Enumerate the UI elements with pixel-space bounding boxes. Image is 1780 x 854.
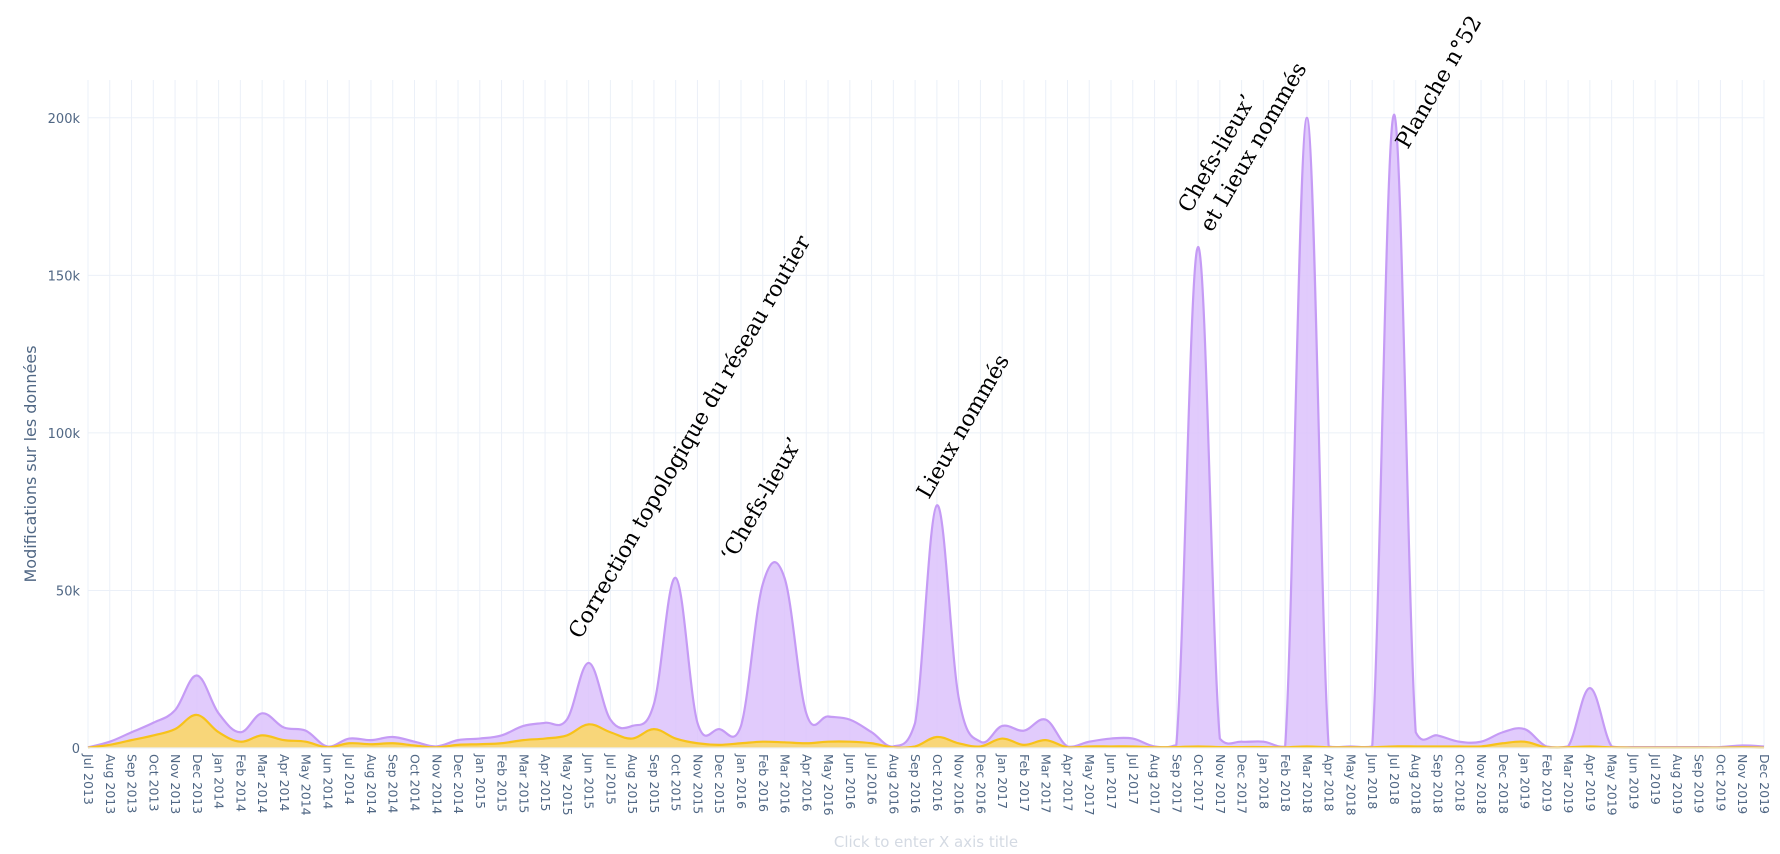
y-tick-label: 200k — [48, 112, 81, 127]
x-tick-label: Dec 2014 — [451, 754, 466, 814]
x-tick-labels: Jul 2013 Aug 2013 Sep 2013 Oct 2013 Nov 2013… — [81, 753, 1772, 816]
x-tick-label: Jul 2019 — [1648, 753, 1663, 805]
x-tick-label: Apr 2015 — [538, 754, 553, 811]
x-tick-label: Oct 2018 — [1452, 754, 1467, 811]
x-tick-label: Jul 2013 — [81, 753, 96, 805]
x-tick-label: Sep 2013 — [125, 754, 140, 813]
x-tick-label: Aug 2018 — [1409, 754, 1424, 814]
x-tick-label: Sep 2014 — [386, 754, 401, 813]
x-tick-label: May 2017 — [1082, 754, 1097, 816]
x-tick-label: Nov 2014 — [429, 754, 444, 814]
x-tick-label: Jun 2014 — [320, 753, 335, 809]
x-tick-label: Feb 2015 — [495, 754, 510, 812]
x-tick-label: Dec 2019 — [1757, 754, 1772, 814]
x-tick-label: Mar 2016 — [778, 754, 793, 813]
annotation-2: Lieux nommés — [912, 350, 1014, 503]
x-tick-label: Jan 2015 — [473, 753, 488, 809]
x-tick-label: Nov 2019 — [1735, 754, 1750, 814]
x-tick-label: Apr 2016 — [799, 754, 814, 811]
x-tick-label: Nov 2013 — [168, 754, 183, 814]
x-tick-label: Mar 2018 — [1300, 754, 1315, 813]
x-tick-label: May 2019 — [1605, 754, 1620, 816]
x-tick-label: Oct 2019 — [1713, 754, 1728, 811]
x-tick-label: Jun 2015 — [582, 753, 597, 809]
x-tick-label: Dec 2015 — [712, 754, 727, 814]
x-tick-label: May 2015 — [560, 754, 575, 816]
x-tick-label: Jun 2016 — [843, 753, 858, 809]
x-tick-label: May 2018 — [1343, 754, 1358, 816]
y-tick-labels: 0 50k 100k 150k 200k — [48, 112, 81, 757]
x-tick-label: Jul 2015 — [603, 753, 618, 805]
x-tick-label: Jul 2018 — [1387, 753, 1402, 805]
x-tick-label: Feb 2019 — [1539, 754, 1554, 812]
x-tick-label: Sep 2018 — [1431, 754, 1446, 813]
y-tick-label: 100k — [48, 427, 81, 442]
x-tick-label: Feb 2017 — [1017, 754, 1032, 812]
x-tick-label: Sep 2017 — [1169, 754, 1184, 813]
x-tick-label: Oct 2017 — [1191, 754, 1206, 811]
x-tick-label: Jul 2014 — [342, 753, 357, 805]
x-tick-label: Dec 2017 — [1235, 754, 1250, 814]
x-tick-label: Aug 2019 — [1670, 754, 1685, 814]
x-tick-label: Oct 2013 — [146, 754, 161, 811]
x-tick-label: Jan 2016 — [734, 753, 749, 809]
x-tick-label: Mar 2015 — [516, 754, 531, 813]
x-tick-label: Apr 2014 — [277, 754, 292, 811]
series-areas — [87, 113, 1765, 749]
x-tick-label: Jul 2017 — [1126, 753, 1141, 805]
x-tick-label: Apr 2019 — [1583, 754, 1598, 811]
x-tick-label: Oct 2014 — [407, 754, 422, 811]
x-tick-label: Apr 2017 — [1060, 754, 1075, 811]
annotation-5: Planche n°52 — [1391, 12, 1487, 153]
x-tick-label: Aug 2015 — [625, 754, 640, 814]
x-tick-label: Jun 2019 — [1626, 753, 1641, 809]
x-tick-label: Nov 2018 — [1474, 754, 1489, 814]
x-tick-label: Oct 2016 — [930, 754, 945, 811]
x-tick-label: Jan 2019 — [1518, 753, 1533, 809]
x-tick-label: Jan 2018 — [1256, 753, 1271, 809]
x-tick-label: Oct 2015 — [669, 754, 684, 811]
x-tick-label: Jan 2017 — [995, 753, 1010, 809]
y-tick-label: 50k — [56, 584, 81, 599]
x-tick-label: Jun 2018 — [1365, 753, 1380, 809]
x-tick-label: Sep 2015 — [647, 754, 662, 813]
x-tick-label: Apr 2018 — [1322, 754, 1337, 811]
x-tick-label: Sep 2019 — [1692, 754, 1707, 813]
y-axis-title[interactable]: Modifications sur les données — [21, 345, 40, 582]
series-area-0[interactable] — [88, 114, 1764, 748]
x-tick-label: Mar 2014 — [255, 754, 270, 813]
x-tick-label: Feb 2014 — [233, 754, 248, 812]
x-tick-label: Nov 2016 — [952, 754, 967, 814]
y-tick-label: 0 — [72, 742, 80, 757]
x-tick-label: Feb 2018 — [1278, 754, 1293, 812]
x-tick-label: Jan 2014 — [212, 753, 227, 809]
x-tick-label: Dec 2016 — [973, 754, 988, 814]
x-tick-label: Mar 2019 — [1561, 754, 1576, 813]
x-tick-label: Aug 2013 — [103, 754, 118, 814]
annotation-1: ‘Chefs-lieux’ — [717, 434, 808, 566]
x-tick-label: Jun 2017 — [1104, 753, 1119, 809]
x-tick-label: May 2014 — [299, 754, 314, 816]
x-tick-label: Mar 2017 — [1039, 754, 1054, 813]
x-tick-label: Aug 2016 — [886, 754, 901, 814]
annotations: Correction topologique du réseau routier… — [564, 12, 1487, 643]
series-line-0[interactable] — [87, 113, 1765, 749]
x-tick-label: Nov 2017 — [1213, 754, 1228, 814]
x-tick-label: Nov 2015 — [690, 754, 705, 814]
x-tick-label: Sep 2016 — [908, 754, 923, 813]
x-tick-label: Dec 2018 — [1496, 754, 1511, 814]
x-tick-label: Aug 2014 — [364, 754, 379, 814]
x-tick-label: May 2016 — [821, 754, 836, 816]
series-line-1[interactable] — [87, 713, 1765, 749]
x-tick-label: Aug 2017 — [1148, 754, 1163, 814]
y-tick-label: 150k — [48, 269, 81, 284]
x-axis-title[interactable]: Click to enter X axis title — [834, 833, 1018, 851]
x-tick-label: Dec 2013 — [190, 754, 205, 814]
x-tick-label: Feb 2016 — [756, 754, 771, 812]
x-tick-label: Jul 2016 — [865, 753, 880, 805]
